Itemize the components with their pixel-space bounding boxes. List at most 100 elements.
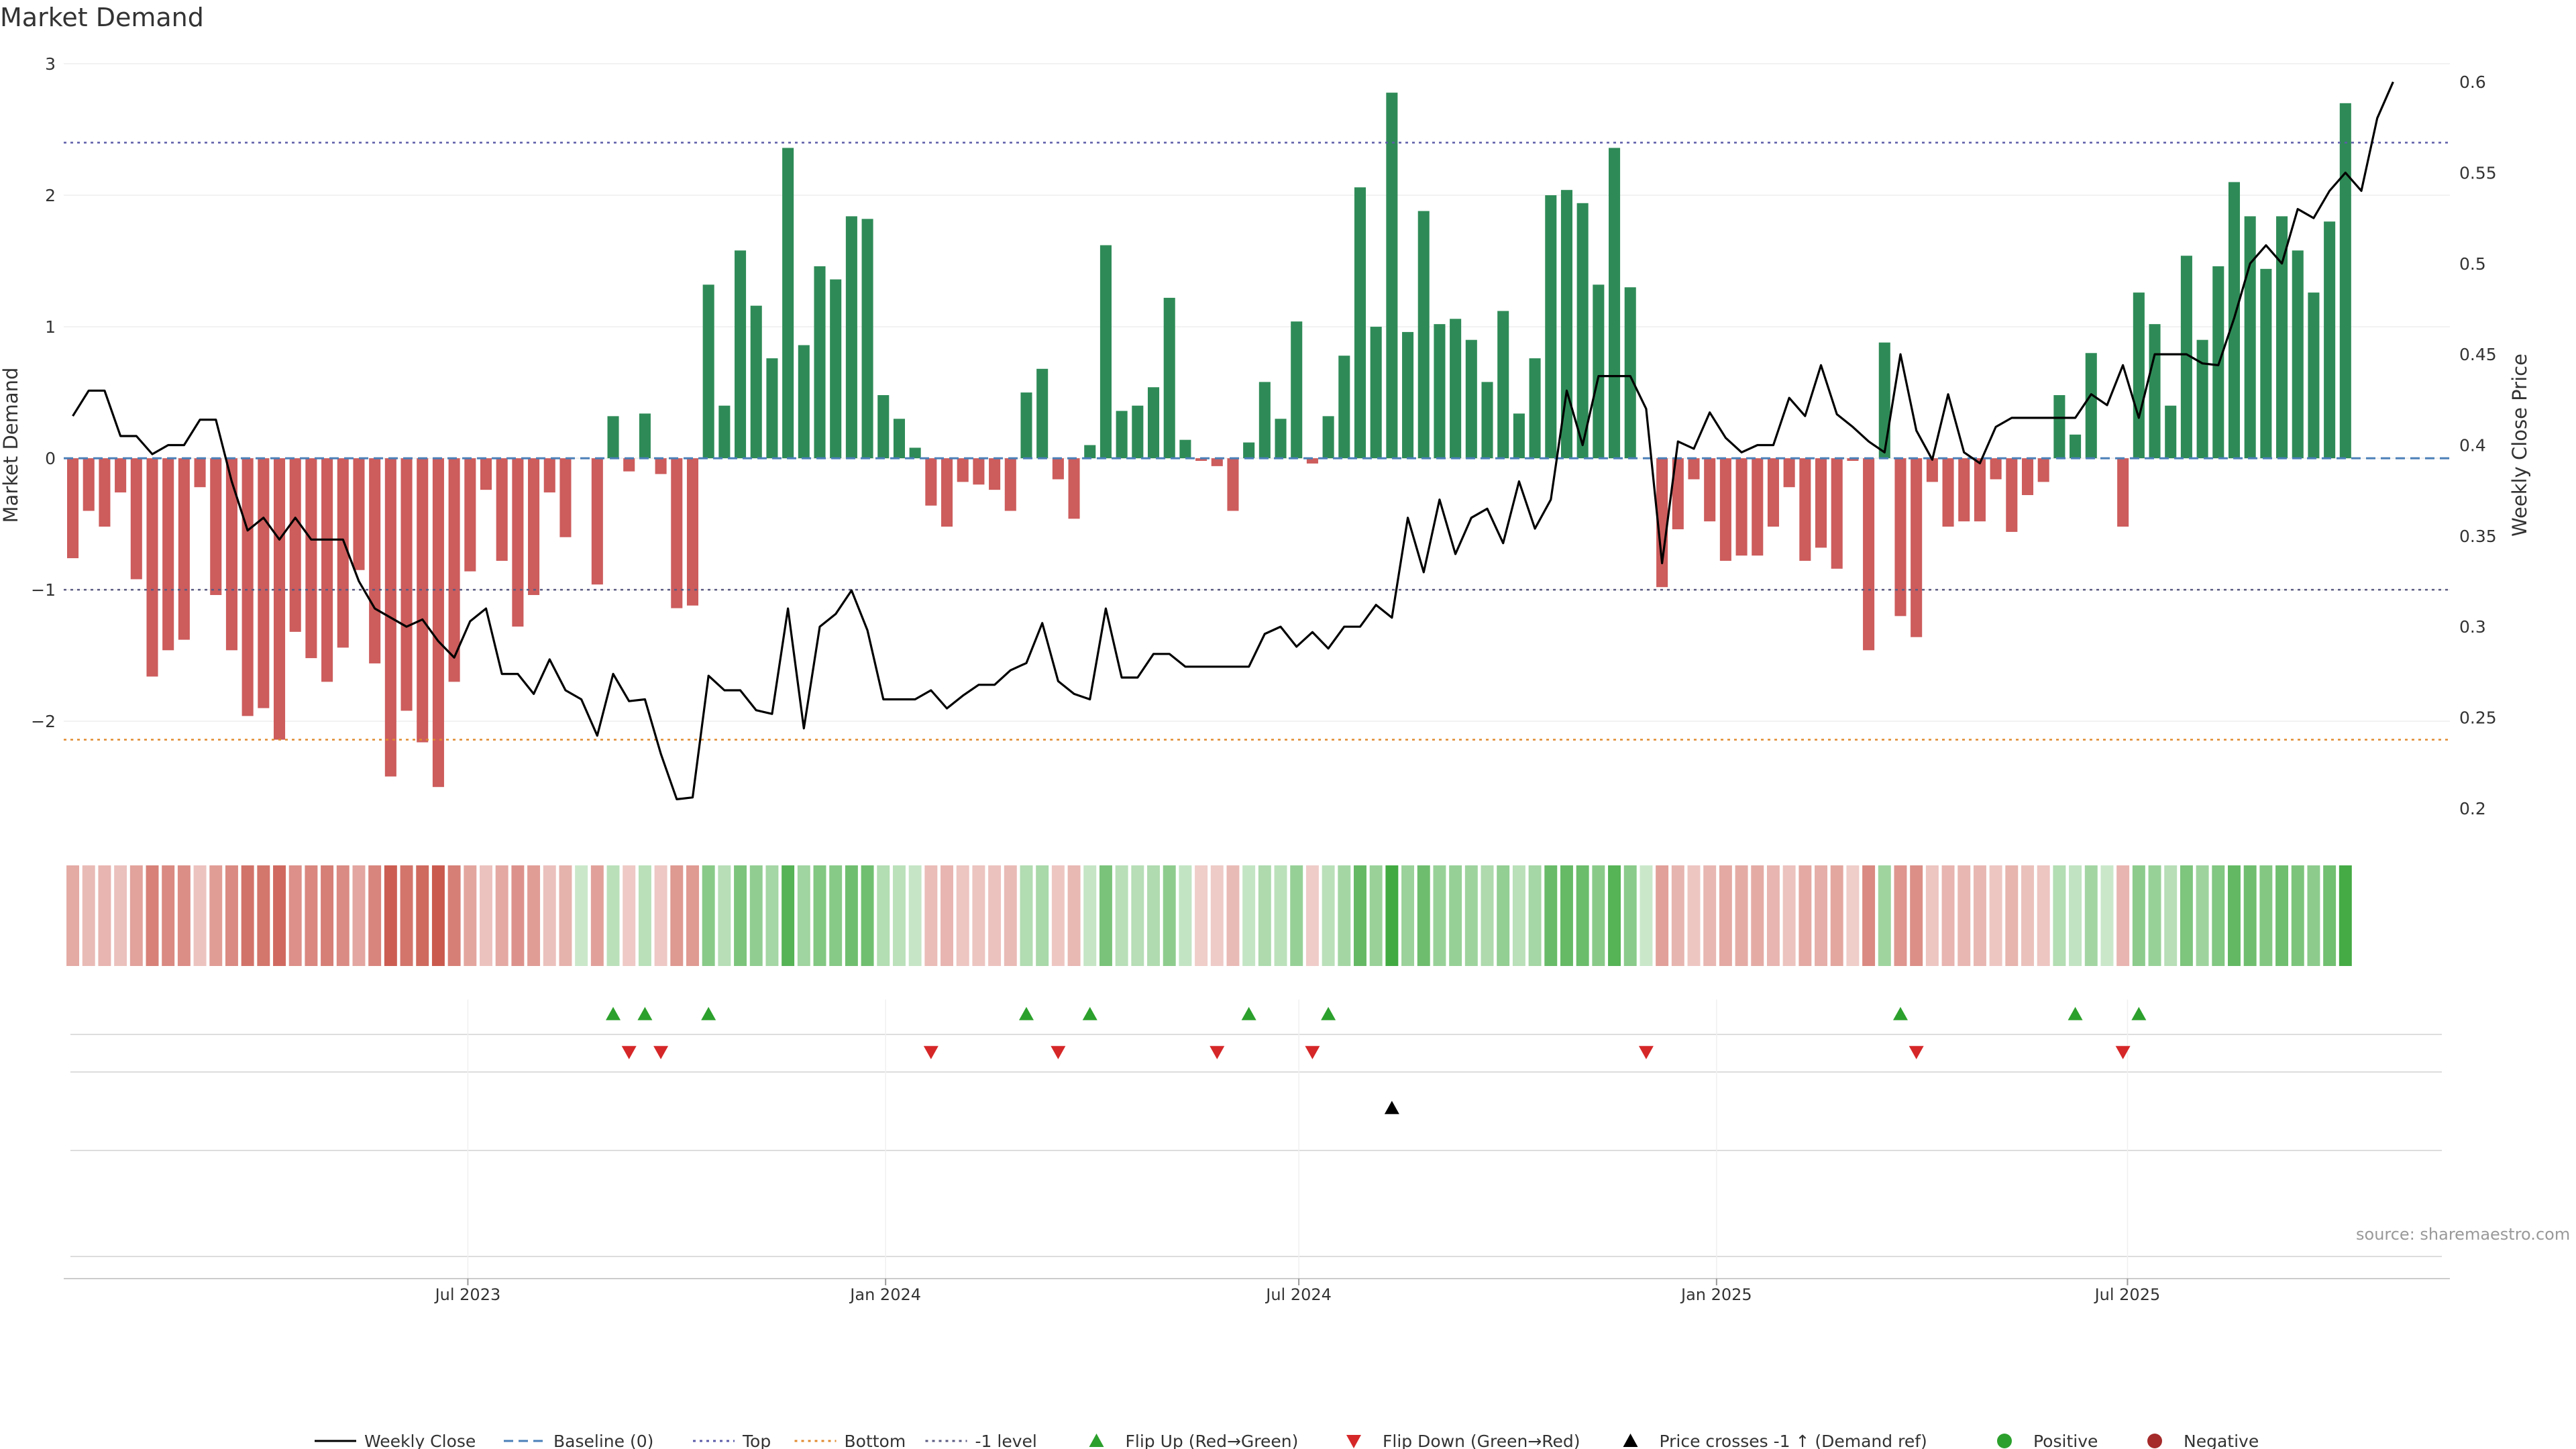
y2-tick-label: 0.55	[2459, 163, 2497, 182]
intensity-cell	[972, 865, 985, 966]
intensity-cell	[1481, 865, 1494, 966]
demand-bar	[1560, 190, 1572, 459]
demand-bar	[1147, 387, 1160, 459]
intensity-cell	[1354, 865, 1366, 966]
demand-bar	[258, 458, 270, 708]
demand-bar	[2021, 458, 2034, 495]
intensity-cell	[162, 865, 175, 966]
intensity-cell	[1957, 865, 1971, 966]
intensity-cell	[1815, 865, 1827, 966]
demand-bar	[1688, 458, 1700, 480]
demand-bar	[1894, 458, 1907, 616]
flip-down-marker	[1051, 1046, 1066, 1059]
demand-bar	[2149, 324, 2161, 459]
intensity-cell	[1036, 865, 1049, 966]
demand-bar	[1402, 331, 1414, 459]
demand-bar	[814, 266, 826, 459]
demand-bar	[273, 458, 286, 740]
demand-bar	[1831, 458, 1843, 569]
demand-bar	[1513, 413, 1525, 459]
intensity-cell	[495, 865, 508, 966]
demand-bar	[162, 458, 174, 651]
demand-bar	[845, 216, 857, 459]
intensity-cell	[257, 865, 270, 966]
intensity-cell	[861, 865, 874, 966]
demand-bar	[957, 458, 969, 482]
demand-bar	[1576, 203, 1589, 459]
intensity-cell	[1163, 865, 1176, 966]
intensity-cell	[384, 865, 397, 966]
demand-bar	[210, 458, 222, 595]
intensity-cell	[400, 865, 413, 966]
demand-bar	[2276, 216, 2288, 459]
legend-label: Baseline (0)	[553, 1432, 653, 1449]
intensity-cell	[1131, 865, 1144, 966]
demand-bar	[1465, 339, 1477, 459]
intensity-cell	[2005, 865, 2019, 966]
intensity-cell	[1941, 865, 1955, 966]
y2-tick-label: 0.5	[2459, 254, 2486, 274]
demand-bar	[1767, 458, 1779, 527]
intensity-cell	[1925, 865, 1939, 966]
demand-bar	[973, 458, 985, 485]
x-tick-label: Jan 2025	[1680, 1285, 1752, 1304]
intensity-cell	[590, 865, 604, 966]
demand-bar	[1529, 358, 1541, 459]
legend-item: Price crosses -1 ↑ (Demand ref)	[1623, 1432, 1927, 1449]
intensity-cell	[511, 865, 525, 966]
legend: Weekly Close Baseline (0) Top Bottom -1 leve…	[315, 1432, 2259, 1449]
intensity-cell	[2291, 865, 2304, 966]
intensity-cell	[368, 865, 382, 966]
intensity-cell	[1020, 865, 1033, 966]
intensity-cell	[2323, 865, 2337, 966]
intensity-cell	[2148, 865, 2161, 966]
intensity-cell	[2228, 865, 2241, 966]
intensity-cell	[129, 865, 143, 966]
demand-bar	[1974, 458, 1986, 522]
intensity-cell	[209, 865, 223, 966]
intensity-cell	[1449, 865, 1462, 966]
demand-bar	[989, 458, 1001, 490]
intensity-cell	[686, 865, 699, 966]
intensity-cell	[1322, 865, 1335, 966]
demand-bar	[1735, 458, 1748, 556]
intensity-cell	[447, 865, 461, 966]
y2-tick-label: 0.2	[2459, 799, 2486, 818]
legend-label: Weekly Close	[364, 1432, 476, 1449]
demand-bar	[686, 458, 699, 606]
x-tick-label: Jul 2025	[2094, 1285, 2161, 1304]
demand-bar	[830, 279, 842, 459]
intensity-cell	[908, 865, 922, 966]
intensity-cell	[352, 865, 366, 966]
intensity-cell	[892, 865, 906, 966]
demand-bar	[1275, 419, 1287, 459]
flip-up-marker	[2131, 1007, 2147, 1020]
flip-down-marker	[1909, 1046, 1924, 1059]
intensity-cell	[114, 865, 127, 966]
intensity-cell	[1083, 865, 1097, 966]
demand-bar	[480, 458, 492, 490]
demand-bar	[432, 458, 444, 788]
intensity-cell	[1576, 865, 1589, 966]
demand-bar	[1497, 311, 1509, 459]
intensity-cell	[2084, 865, 2098, 966]
intensity-cell	[877, 865, 890, 966]
intensity-cell	[2259, 865, 2273, 966]
intensity-cell	[146, 865, 159, 966]
intensity-cell	[623, 865, 636, 966]
legend-label: Bottom	[845, 1432, 906, 1449]
demand-bar	[909, 447, 921, 459]
intensity-cell	[1703, 865, 1717, 966]
demand-bar	[877, 395, 890, 459]
price-cross-marker	[1384, 1101, 1399, 1114]
demand-bar	[448, 458, 460, 682]
intensity-cell	[543, 865, 556, 966]
intensity-cell	[924, 865, 938, 966]
intensity-cell	[1751, 865, 1764, 966]
intensity-cell	[2132, 865, 2145, 966]
intensity-cell	[177, 865, 191, 966]
legend-label: -1 level	[975, 1432, 1037, 1449]
intensity-cell	[1799, 865, 1812, 966]
demand-bar	[2196, 339, 2208, 459]
legend-label: Top	[742, 1432, 771, 1449]
